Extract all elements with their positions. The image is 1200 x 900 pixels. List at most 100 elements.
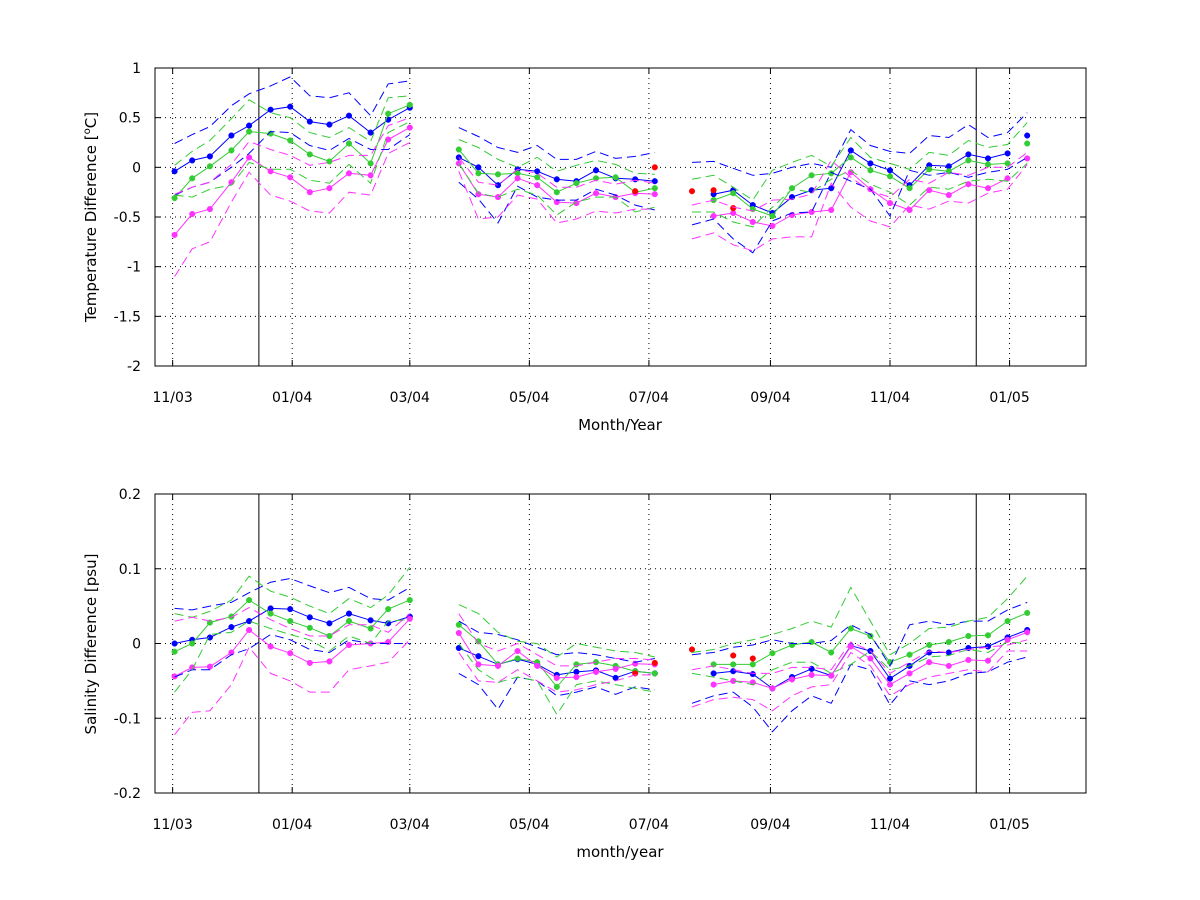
blue-dashed-bound-line [691,112,1028,176]
green-dashed-bound-line [691,641,1028,686]
magenta-data-point [828,672,835,679]
y-tick-label: 0.2 [119,487,141,503]
magenta-dashed-bound-line [691,650,1028,712]
x-tick-label: 11/04 [870,817,910,833]
green-data-point [945,638,952,646]
magenta-data-point [945,192,952,199]
magenta-data-point [926,187,933,194]
x-tick-label: 09/04 [750,817,790,833]
blue-data-point [367,129,374,136]
green-data-point [886,173,894,180]
blue-data-point [749,671,756,678]
magenta-data-point [406,615,413,622]
blue-data-point [287,606,294,613]
green-data-point [730,190,737,197]
magenta-dashed-bound-line [458,157,655,188]
magenta-data-point [1004,636,1011,643]
magenta-data-point [345,641,353,649]
green-data-point [345,140,353,147]
magenta-data-point [326,658,333,665]
x-tick-label: 11/03 [152,817,192,833]
green-data-point [612,174,619,181]
magenta-dashed-bound-line [174,607,411,637]
x-tick-label: 05/04 [509,817,549,833]
magenta-data-point [710,212,717,220]
blue-data-point [632,176,639,183]
green-data-point [651,670,658,677]
magenta-data-point [306,189,313,196]
blue-data-point [573,668,580,675]
salinity-vertical-markers [258,494,977,793]
x-tick-label: 03/04 [390,390,430,406]
magenta-dashed-bound-line [458,613,655,667]
green-dashed-bound-line [174,566,411,618]
green-data-point [171,195,178,202]
blue-data-point [228,624,235,631]
green-data-point [1024,609,1031,616]
blue-data-point [246,122,253,129]
red-data-point [651,659,658,666]
blue-dashed-bound-line [691,156,1028,254]
magenta-dashed-bound-line [174,142,411,277]
blue-data-point [171,168,178,175]
magenta-data-point [769,222,776,229]
magenta-data-point [651,191,658,198]
blue-data-point [367,617,374,624]
blue-dashed-bound-line [174,76,410,144]
red-data-point [749,655,756,662]
magenta-data-point [553,199,560,206]
blue-data-point [306,118,313,125]
x-tick-label: 01/05 [989,817,1029,833]
red-data-point [632,188,639,195]
green-data-point [749,661,756,668]
blue-data-point [267,605,274,612]
red-data-point [710,187,717,194]
x-tick-label: 07/04 [629,817,669,833]
blue-data-point [828,185,835,192]
magenta-dashed-bound-line [458,652,655,693]
green-data-point [867,632,874,640]
green-data-point [730,661,737,668]
magenta-data-point [906,206,913,214]
magenta-data-point [886,200,894,207]
salinity-axes: -0.2 -0.1 0 0.1 0.2 11/03 01/04 03/04 05/04 07/04… [114,487,1087,833]
magenta-data-point [171,231,178,238]
blue-data-point [886,675,894,682]
green-data-point [287,137,294,144]
magenta-data-point [267,643,274,650]
magenta-data-point [612,665,619,672]
salinity-xlabel: month/year [576,843,664,861]
temperature-vertical-markers [258,68,977,366]
magenta-data-point [592,668,600,675]
blue-data-point [171,640,178,647]
magenta-data-point [494,194,502,201]
green-data-point [808,172,815,179]
x-tick-label: 01/04 [272,817,312,833]
magenta-data-point [906,670,913,677]
red-data-point [688,646,696,653]
green-dashed-bound-line [174,121,411,198]
green-dashed-bound-line [691,122,1028,201]
green-data-point [287,618,294,625]
green-dashed-bound-line [692,163,1028,228]
blue-dashed-bound-line [458,620,655,663]
green-data-point [367,160,374,167]
green-data-point [1024,140,1031,147]
magenta-data-point [246,154,253,161]
magenta-data-point [287,650,294,657]
magenta-data-point [808,671,815,678]
green-dashed-bound-line [174,619,410,693]
x-tick-label: 01/04 [272,390,312,406]
green-dashed-bound-line [458,139,655,175]
salinity-series [171,566,1031,736]
red-data-point [688,188,696,195]
green-data-point [984,161,992,168]
blue-data-point [710,670,717,677]
magenta-data-point [808,208,815,216]
magenta-data-point [1024,629,1031,636]
green-data-point [867,167,874,174]
magenta-data-point [267,168,274,175]
blue-data-point [345,610,353,617]
